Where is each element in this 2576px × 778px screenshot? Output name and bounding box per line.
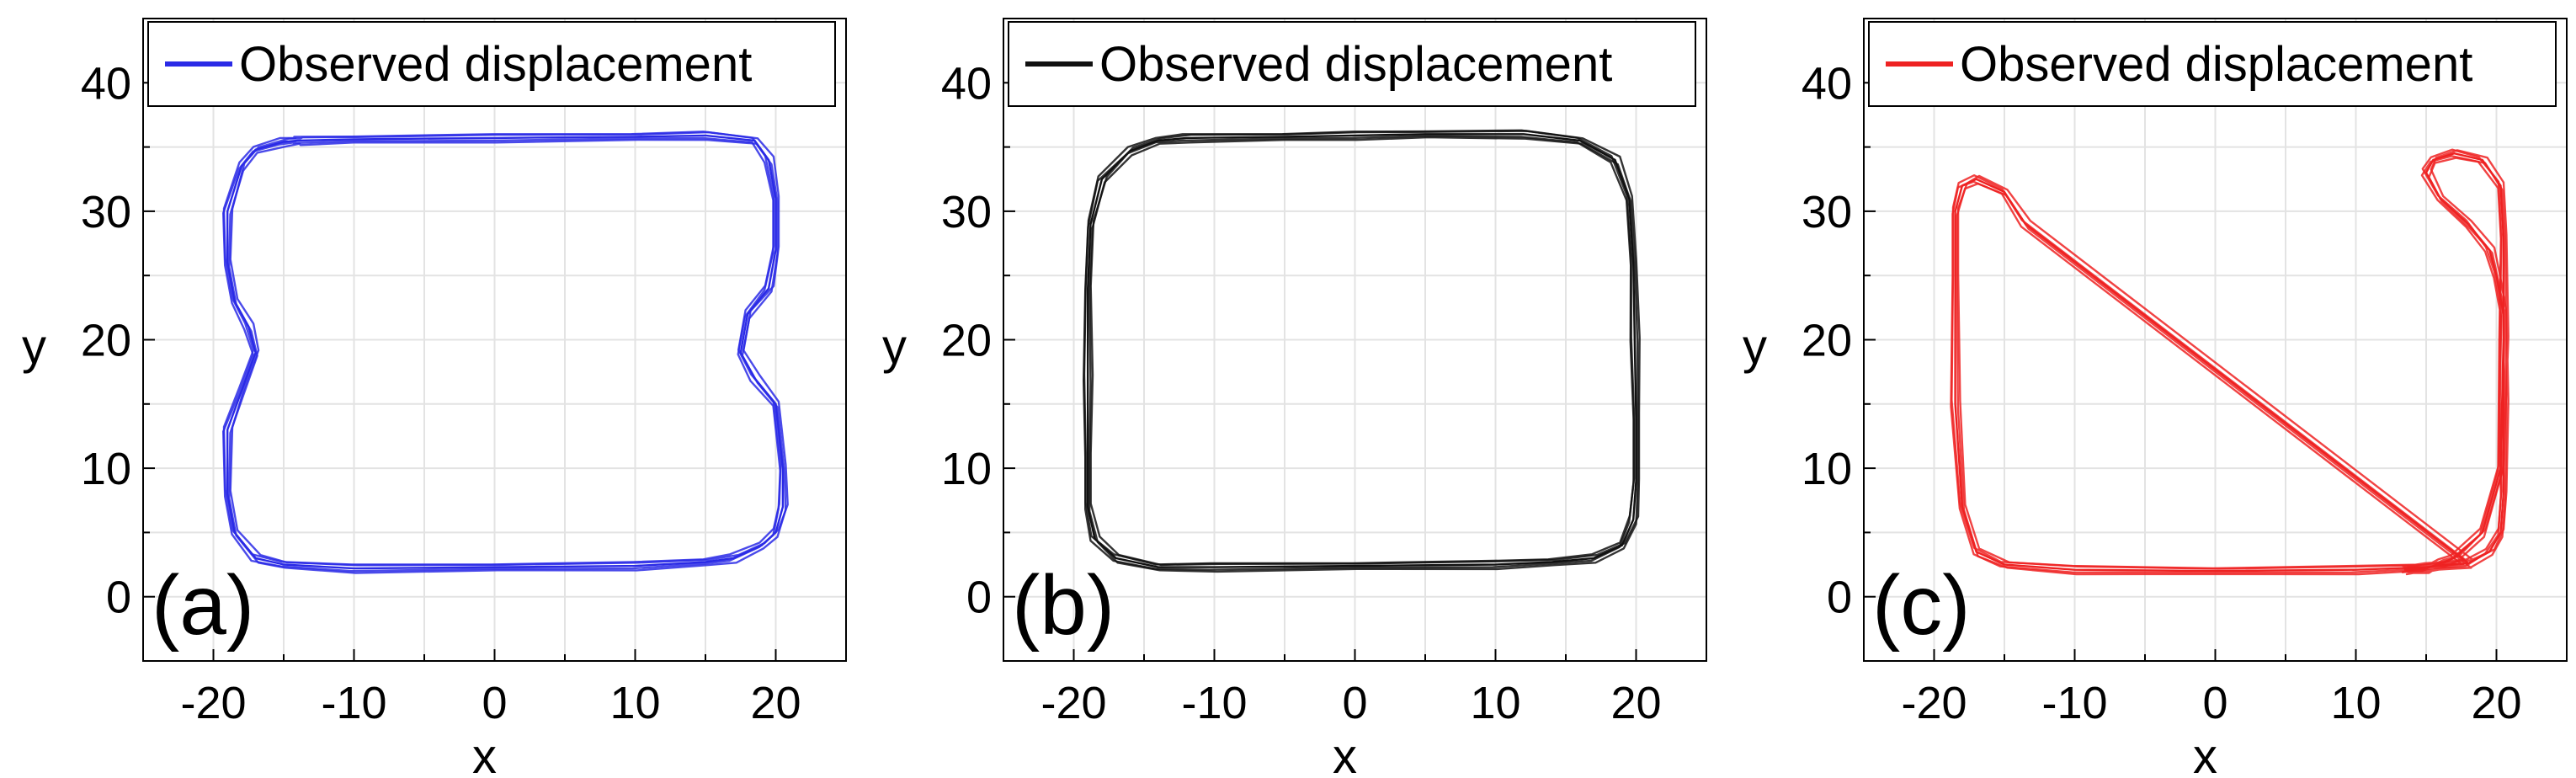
x-tick-label: 10 xyxy=(1470,678,1520,728)
y-tick-label: 0 xyxy=(106,573,131,623)
series-observed-displacement xyxy=(1950,148,2509,576)
x-tick-label: 20 xyxy=(2471,678,2521,728)
series-line xyxy=(222,136,781,573)
series-line xyxy=(222,131,782,566)
x-tick-label: 0 xyxy=(2202,678,2227,728)
legend-label: Observed displacement xyxy=(1099,37,1612,92)
legend-label: Observed displacement xyxy=(239,37,752,92)
panel-label: (c) xyxy=(1872,558,1971,653)
x-tick-label: 20 xyxy=(750,678,801,728)
y-tick-label: 20 xyxy=(1802,316,1852,366)
y-tick-label: 20 xyxy=(941,316,992,366)
y-tick-label: 40 xyxy=(1802,58,1852,109)
x-tick-label: -20 xyxy=(1901,678,1967,728)
x-tick-label: -10 xyxy=(321,678,386,728)
y-tick-label: 40 xyxy=(941,58,992,109)
x-tick-label: -10 xyxy=(2041,678,2107,728)
y-tick-label: 10 xyxy=(1802,444,1852,494)
panel-label: (b) xyxy=(1012,558,1115,653)
series-line xyxy=(1956,149,2509,570)
legend: Observed displacement xyxy=(1868,21,2557,107)
legend-label: Observed displacement xyxy=(1960,37,2472,92)
x-axis-label: x xyxy=(472,729,497,778)
legend-box xyxy=(147,21,836,107)
x-axis-label: x xyxy=(1333,729,1357,778)
legend-box xyxy=(1008,21,1696,107)
series-line xyxy=(228,138,787,574)
series-line xyxy=(1951,148,2503,570)
x-tick-label: 0 xyxy=(482,678,507,728)
panel-label: (a) xyxy=(152,558,254,653)
x-tick-label: -10 xyxy=(1181,678,1247,728)
y-axis-label: y xyxy=(1743,320,1767,375)
x-tick-label: 10 xyxy=(609,678,660,728)
y-tick-label: 0 xyxy=(1827,573,1852,623)
y-tick-label: 0 xyxy=(966,573,992,623)
chart-panel-1: -20 -10 0 10 20 0 10 20 30 40 x y Observed displacem… xyxy=(22,18,847,778)
ticks xyxy=(1003,18,1707,662)
y-tick-label: 10 xyxy=(941,444,992,494)
chart-panel-2: -20 -10 0 10 20 0 10 20 30 40 x y Observed displacem… xyxy=(882,18,1707,778)
chart-panel-3: -20 -10 0 10 20 0 10 20 30 40 x y Observed displacem… xyxy=(1743,18,2568,778)
y-tick-label: 40 xyxy=(81,58,131,109)
series-observed-displacement xyxy=(222,131,789,574)
legend: Observed displacement xyxy=(147,21,836,107)
y-tick-label: 30 xyxy=(1802,187,1852,237)
x-tick-label: -20 xyxy=(180,678,246,728)
series-line xyxy=(1083,129,1636,566)
legend-box xyxy=(1868,21,2557,107)
y-tick-label: 30 xyxy=(81,187,131,237)
series-line xyxy=(1088,136,1639,573)
x-axis-label: x xyxy=(2193,729,2217,778)
y-tick-label: 20 xyxy=(81,316,131,366)
series-line xyxy=(229,131,789,567)
series-line xyxy=(1087,133,1637,568)
legend: Observed displacement xyxy=(1008,21,1696,107)
y-axis-label: y xyxy=(882,320,907,375)
y-tick-label: 30 xyxy=(941,187,992,237)
x-tick-label: 10 xyxy=(2330,678,2381,728)
x-tick-label: -20 xyxy=(1041,678,1106,728)
x-tick-label: 20 xyxy=(1610,678,1661,728)
y-axis-label: y xyxy=(22,320,46,375)
series-observed-displacement xyxy=(1083,129,1641,573)
series-line xyxy=(1089,130,1641,567)
y-tick-label: 10 xyxy=(81,444,131,494)
ticks xyxy=(142,18,847,662)
x-tick-label: 0 xyxy=(1342,678,1367,728)
